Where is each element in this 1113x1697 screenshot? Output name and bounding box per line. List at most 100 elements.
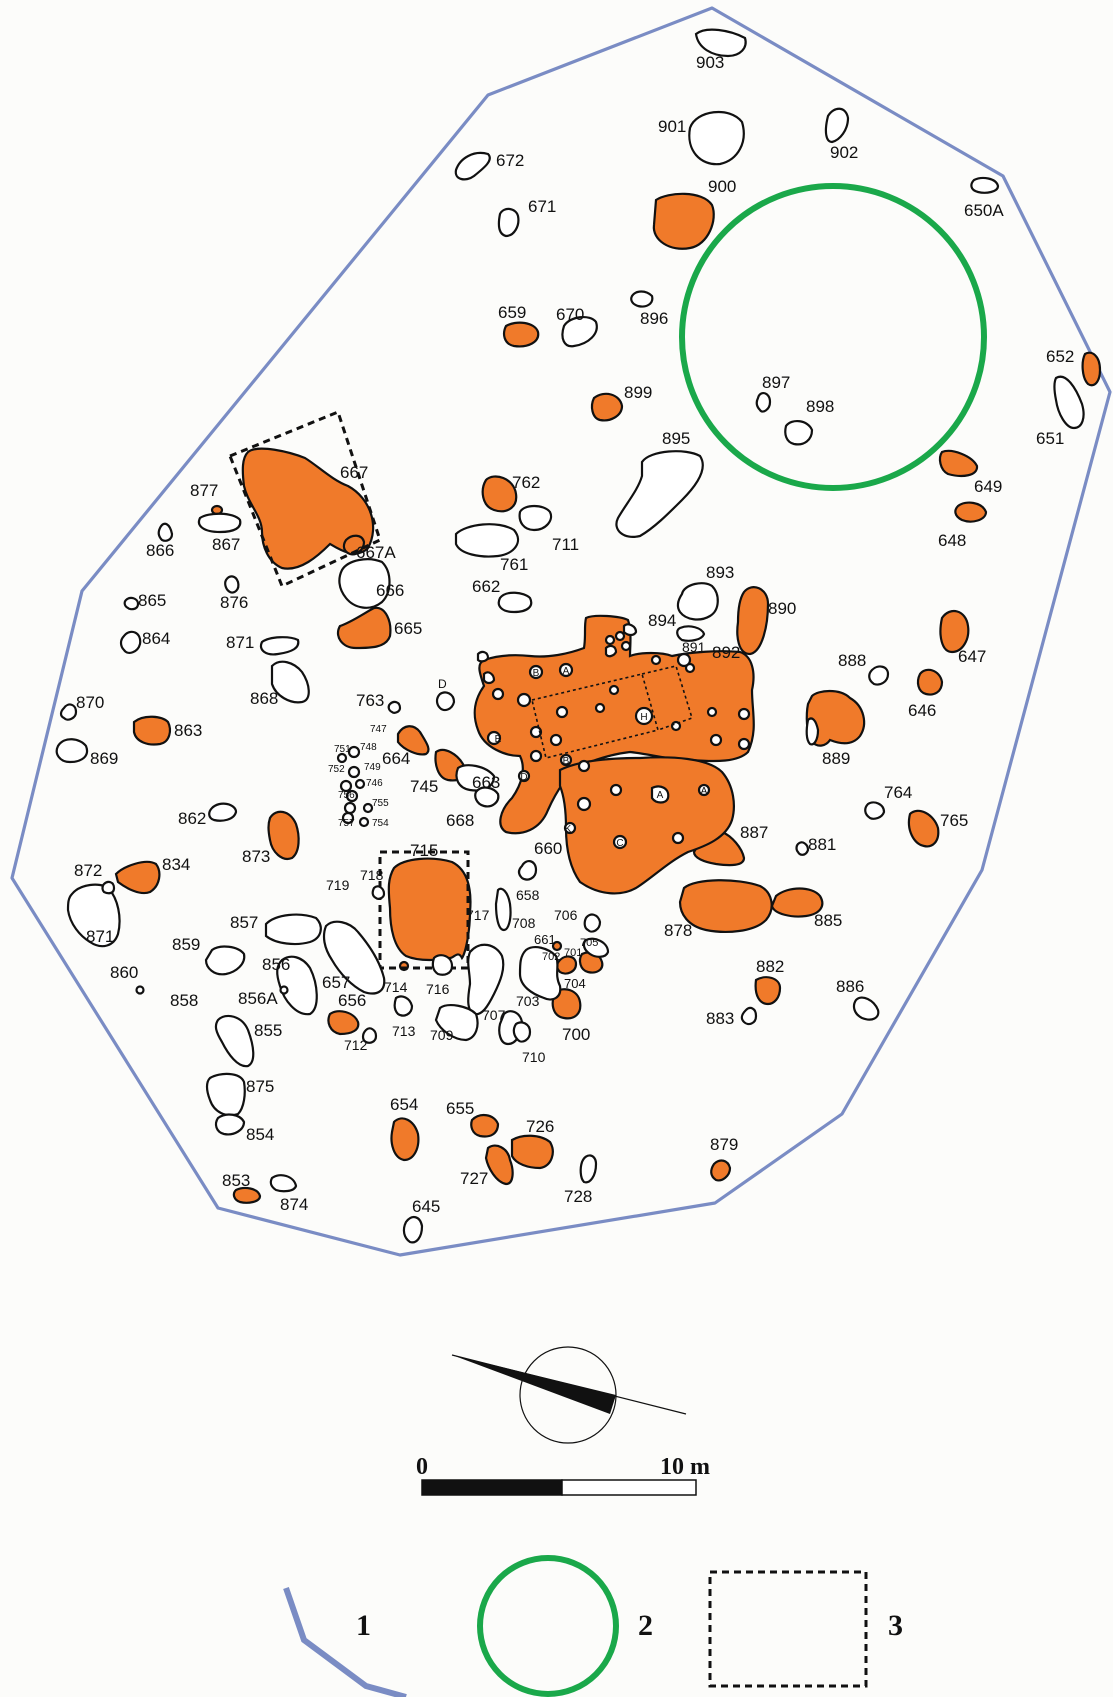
- svg-text:C: C: [616, 838, 623, 849]
- label-866: 866: [146, 541, 174, 560]
- label-719: 719: [326, 877, 350, 893]
- label-874: 874: [280, 1195, 308, 1214]
- label-714: 714: [384, 979, 408, 995]
- central-holes: [486, 630, 751, 850]
- label-715: 715: [410, 841, 438, 860]
- svg-text:E: E: [495, 734, 502, 745]
- svg-text:H: H: [640, 712, 647, 723]
- scale-start-label: 0: [416, 1454, 428, 1480]
- inner-dotted-rect: [531, 673, 659, 759]
- label-666: 666: [376, 581, 404, 600]
- label-886: 886: [836, 977, 864, 996]
- label-657: 657: [322, 973, 350, 992]
- label-702: 702: [542, 951, 560, 963]
- label-661: 661: [534, 932, 556, 947]
- label-875: 875: [246, 1077, 274, 1096]
- svg-text:B: B: [533, 668, 540, 679]
- label-877: 877: [190, 481, 218, 500]
- label-868: 868: [250, 689, 278, 708]
- label-659: 659: [498, 303, 526, 322]
- label-701: 701: [564, 947, 582, 959]
- dashed-frame-715: [378, 850, 470, 970]
- label-763: 763: [356, 691, 384, 710]
- label-882: 882: [756, 957, 784, 976]
- label-705: 705: [580, 937, 598, 949]
- label-716: 716: [426, 981, 450, 997]
- label-646: 646: [908, 701, 936, 720]
- label-887: 887: [740, 823, 768, 842]
- label-902: 902: [830, 143, 858, 162]
- legend-label-3: 3: [888, 1609, 903, 1642]
- label-870: 870: [76, 693, 104, 712]
- label-700: 700: [562, 1025, 590, 1044]
- label-858: 858: [170, 991, 198, 1010]
- label-718: 718: [360, 867, 384, 883]
- label-745: 745: [410, 777, 438, 796]
- label-879: 879: [710, 1135, 738, 1154]
- label-655: 655: [446, 1099, 474, 1118]
- label-757: 757: [338, 818, 355, 829]
- label-898: 898: [806, 397, 834, 416]
- label-893: 893: [706, 563, 734, 582]
- label-D: D: [438, 677, 447, 691]
- label-878: 878: [664, 921, 692, 940]
- label-883: 883: [706, 1009, 734, 1028]
- label-855: 855: [254, 1021, 282, 1040]
- label-900: 900: [708, 177, 736, 196]
- label-707: 707: [482, 1007, 506, 1023]
- label-762: 762: [512, 473, 540, 492]
- label-664: 664: [382, 749, 410, 768]
- label-871a: 871: [226, 633, 254, 652]
- svg-text:K: K: [565, 824, 572, 835]
- svg-text:D: D: [520, 772, 527, 783]
- label-854: 854: [246, 1125, 274, 1144]
- label-856A: 856A: [238, 989, 278, 1008]
- label-889: 889: [822, 749, 850, 768]
- label-668: 668: [446, 811, 474, 830]
- label-857: 857: [230, 913, 258, 932]
- label-896: 896: [640, 309, 668, 328]
- label-650A: 650A: [964, 201, 1004, 220]
- label-871b: 871: [86, 927, 114, 946]
- legend-circle-symbol: [477, 1555, 619, 1697]
- label-713: 713: [392, 1023, 416, 1039]
- white-features: [55, 28, 1085, 1244]
- label-751: 751: [334, 744, 351, 755]
- label-856: 856: [262, 955, 290, 974]
- label-658: 658: [516, 887, 540, 903]
- label-647: 647: [958, 647, 986, 666]
- label-667A: 667A: [356, 543, 396, 562]
- label-663: 663: [472, 773, 500, 792]
- label-747: 747: [370, 724, 387, 735]
- legend-boundary-symbol: [283, 1587, 407, 1697]
- label-885: 885: [814, 911, 842, 930]
- label-665: 665: [394, 619, 422, 638]
- label-754: 754: [372, 818, 389, 829]
- label-727: 727: [460, 1169, 488, 1188]
- scale-bar: 0 10 m: [416, 1454, 710, 1496]
- label-897: 897: [762, 373, 790, 392]
- label-761: 761: [500, 555, 528, 574]
- label-711: 711: [552, 535, 579, 554]
- label-703: 703: [516, 993, 540, 1009]
- label-660: 660: [534, 839, 562, 858]
- label-710: 710: [522, 1049, 546, 1065]
- label-752: 752: [328, 764, 345, 775]
- label-648: 648: [938, 531, 966, 550]
- label-708: 708: [512, 915, 536, 931]
- label-706: 706: [554, 907, 578, 923]
- label-717: 717: [466, 907, 490, 923]
- label-726: 726: [526, 1117, 554, 1136]
- label-853: 853: [222, 1171, 250, 1190]
- label-894: 894: [648, 611, 676, 630]
- svg-text:B: B: [563, 756, 570, 767]
- svg-text:A: A: [657, 790, 664, 801]
- label-764: 764: [884, 783, 912, 802]
- feature-labels: 903 901 902 900 650A 672 671 659 670 896…: [74, 53, 1074, 1216]
- inner-dotted-rect-2: [641, 665, 693, 731]
- label-873: 873: [242, 847, 270, 866]
- label-859: 859: [172, 935, 200, 954]
- label-869: 869: [90, 749, 118, 768]
- label-670: 670: [556, 305, 584, 324]
- label-654: 654: [390, 1095, 418, 1114]
